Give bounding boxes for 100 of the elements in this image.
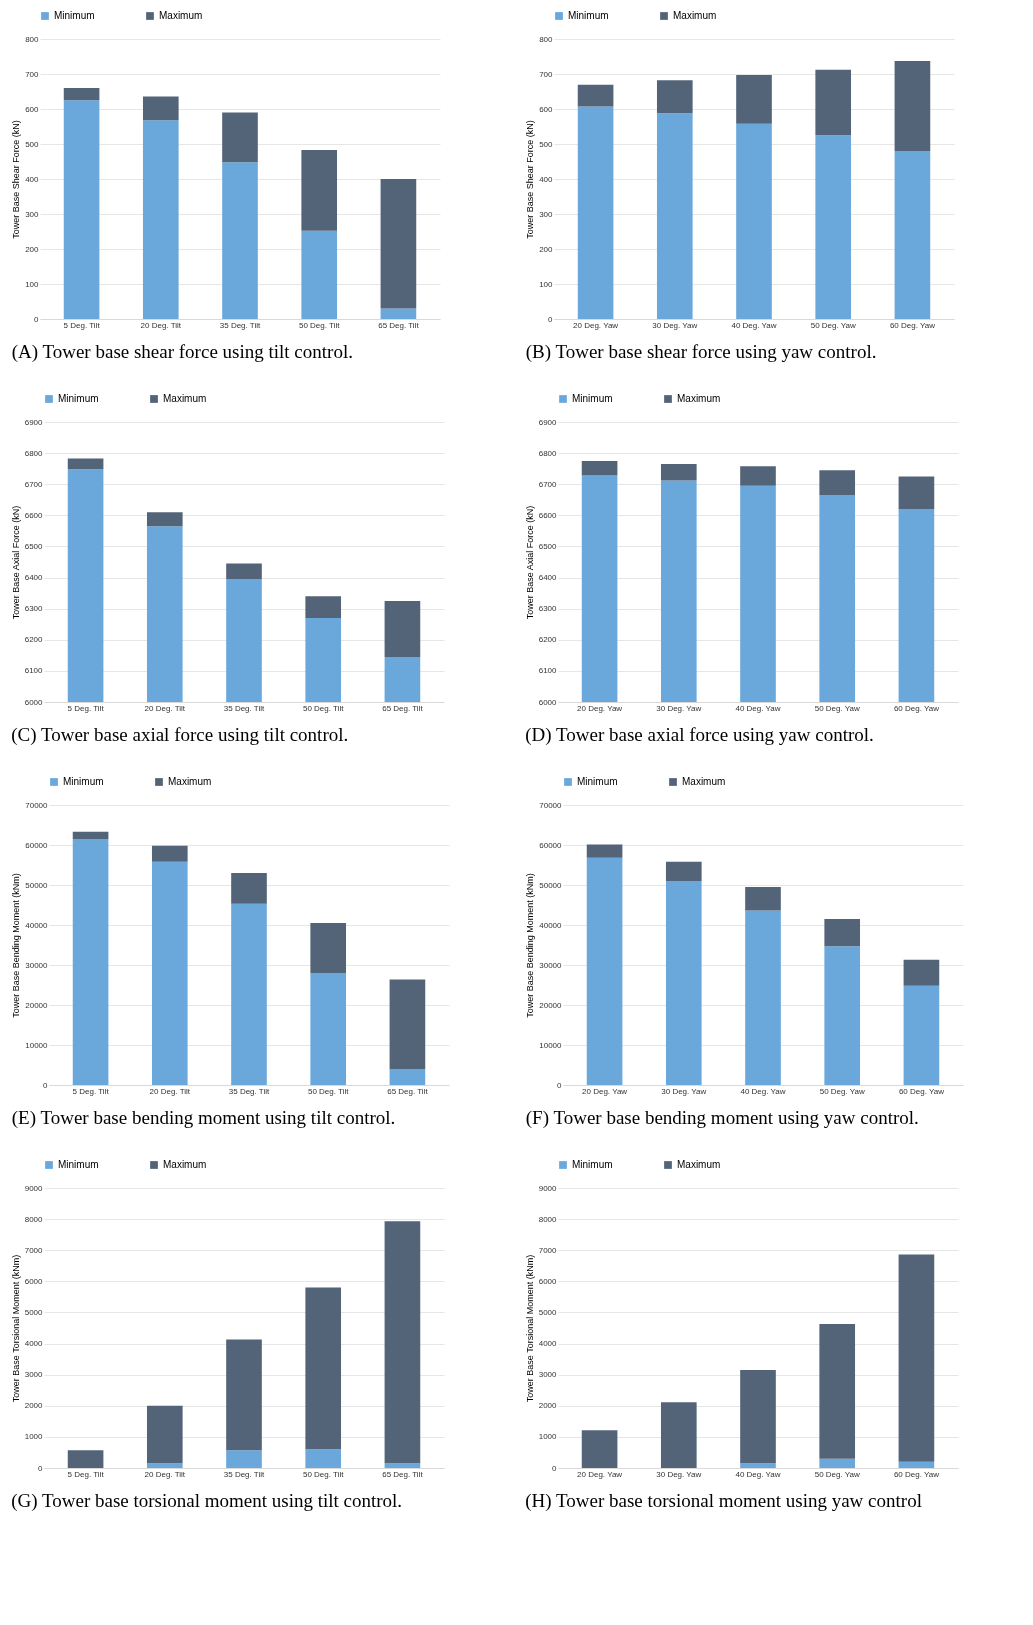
legend-label: Minimum xyxy=(572,1159,613,1170)
bar xyxy=(656,80,693,114)
y-tick-label: 700 xyxy=(539,69,554,79)
bar xyxy=(745,887,781,911)
y-tick-label: 1000 xyxy=(24,1432,44,1442)
bar xyxy=(903,985,940,1085)
y-tick-label: 50000 xyxy=(539,880,563,890)
y-axis-title: Tower Base Torsional Moment (kNm) xyxy=(10,1254,21,1403)
legend-label: Maximum xyxy=(677,1159,721,1170)
bar xyxy=(384,1221,421,1464)
y-tick-label: 400 xyxy=(539,174,554,184)
x-tick-label: 20 Deg. Tilt xyxy=(149,1086,191,1096)
x-tick-label: 30 Deg. Yaw xyxy=(652,320,698,330)
bar xyxy=(63,100,100,319)
bar xyxy=(815,69,852,136)
x-tick-label: 40 Deg. Yaw xyxy=(731,320,777,330)
bar xyxy=(142,96,179,121)
legend-label: Maximum xyxy=(163,1159,207,1170)
legend-label: Minimum xyxy=(58,1159,99,1170)
y-tick-label: 70000 xyxy=(25,800,49,810)
x-tick-label: 50 Deg. Yaw xyxy=(810,320,856,330)
y-tick-label: 8000 xyxy=(538,1214,558,1224)
y-axis-title: Tower Base Bending Moment (kNm) xyxy=(11,873,22,1018)
x-tick-label: 5 Deg. Tilt xyxy=(72,1086,110,1096)
bar xyxy=(222,162,258,319)
bar xyxy=(389,1069,426,1085)
y-tick-label: 800 xyxy=(539,34,554,44)
x-tick-label: 20 Deg. Tilt xyxy=(140,320,182,330)
y-tick-label: 6600 xyxy=(24,510,44,520)
x-tick-label: 40 Deg. Yaw xyxy=(735,1469,781,1479)
bar xyxy=(146,1405,183,1464)
y-tick-label: 6500 xyxy=(538,541,558,551)
x-tick-label: 30 Deg. Yaw xyxy=(656,703,702,713)
bar xyxy=(819,1323,856,1459)
bar xyxy=(301,149,338,231)
y-tick-label: 30000 xyxy=(539,960,563,970)
y-tick-label: 6500 xyxy=(24,541,44,551)
y-tick-label: 40000 xyxy=(539,920,563,930)
y-tick-label: 0 xyxy=(34,314,40,324)
y-tick-label: 6200 xyxy=(538,635,558,645)
legend-label: Maximum xyxy=(673,10,717,21)
x-tick-label: 40 Deg. Yaw xyxy=(735,703,781,713)
x-tick-label: 20 Deg. Tilt xyxy=(144,1469,186,1479)
y-tick-label: 10000 xyxy=(539,1040,563,1050)
y-tick-label: 2000 xyxy=(24,1401,44,1411)
x-tick-label: 50 Deg. Yaw xyxy=(814,1469,860,1479)
text: (F) Tower base bending moment using yaw control. xyxy=(525,1107,919,1129)
y-tick-label: 6700 xyxy=(538,479,558,489)
x-tick-label: 60 Deg. Yaw xyxy=(898,1086,945,1096)
bar xyxy=(736,75,772,124)
bar xyxy=(151,861,188,1085)
x-tick-label: 20 Deg. Yaw xyxy=(577,1469,623,1479)
text: (C) Tower base axial force using tilt control. xyxy=(11,724,349,746)
bar xyxy=(894,61,931,151)
y-axis-title: Tower Base Shear Force (kN) xyxy=(11,120,22,239)
legend-label: Maximum xyxy=(682,776,726,787)
y-tick-label: 6000 xyxy=(538,697,558,707)
text: (B) Tower base shear force using yaw control. xyxy=(525,341,877,363)
x-tick-label: 50 Deg. Yaw xyxy=(814,703,860,713)
bar xyxy=(226,1450,262,1468)
bar xyxy=(745,910,781,1085)
y-axis-title: Tower Base Axial Force (kN) xyxy=(10,505,21,620)
legend-label: Minimum xyxy=(58,393,99,404)
legend-label: Maximum xyxy=(163,393,207,404)
bar xyxy=(819,1458,856,1468)
bar xyxy=(305,1287,342,1450)
bar xyxy=(586,844,623,858)
text: (D) Tower base axial force using yaw control. xyxy=(525,724,874,746)
y-tick-label: 0 xyxy=(557,1080,563,1090)
legend-label: Minimum xyxy=(568,10,609,21)
x-tick-label: 5 Deg. Tilt xyxy=(63,320,101,330)
bar xyxy=(384,1463,421,1468)
y-tick-label: 700 xyxy=(25,69,40,79)
bar xyxy=(380,179,417,309)
x-tick-label: 5 Deg. Tilt xyxy=(67,1469,105,1479)
bar xyxy=(389,979,426,1069)
x-tick-label: 50 Deg. Yaw xyxy=(819,1086,865,1096)
y-tick-label: 100 xyxy=(539,279,554,289)
text: (A) Tower base shear force using tilt control. xyxy=(11,341,353,363)
y-tick-label: 6100 xyxy=(24,666,44,676)
y-tick-label: 5000 xyxy=(538,1307,558,1317)
legend-label: Minimum xyxy=(577,776,618,787)
x-tick-label: 65 Deg. Tilt xyxy=(378,320,420,330)
x-tick-label: 60 Deg. Yaw xyxy=(893,1469,940,1479)
y-tick-label: 7000 xyxy=(24,1245,44,1255)
x-tick-label: 35 Deg. Tilt xyxy=(219,320,262,330)
y-tick-label: 30000 xyxy=(25,960,49,970)
y-tick-label: 300 xyxy=(25,209,40,219)
bar xyxy=(740,1463,776,1468)
bar xyxy=(577,84,614,107)
y-tick-label: 6000 xyxy=(24,1276,44,1286)
x-tick-label: 35 Deg. Tilt xyxy=(228,1086,271,1096)
bar xyxy=(142,120,179,319)
y-tick-label: 400 xyxy=(25,174,40,184)
x-tick-label: 60 Deg. Yaw xyxy=(889,320,936,330)
y-tick-label: 500 xyxy=(25,139,40,149)
legend-label: Minimum xyxy=(572,393,613,404)
x-tick-label: 50 Deg. Tilt xyxy=(302,1469,345,1479)
bar xyxy=(656,113,693,319)
y-tick-label: 9000 xyxy=(538,1183,558,1193)
